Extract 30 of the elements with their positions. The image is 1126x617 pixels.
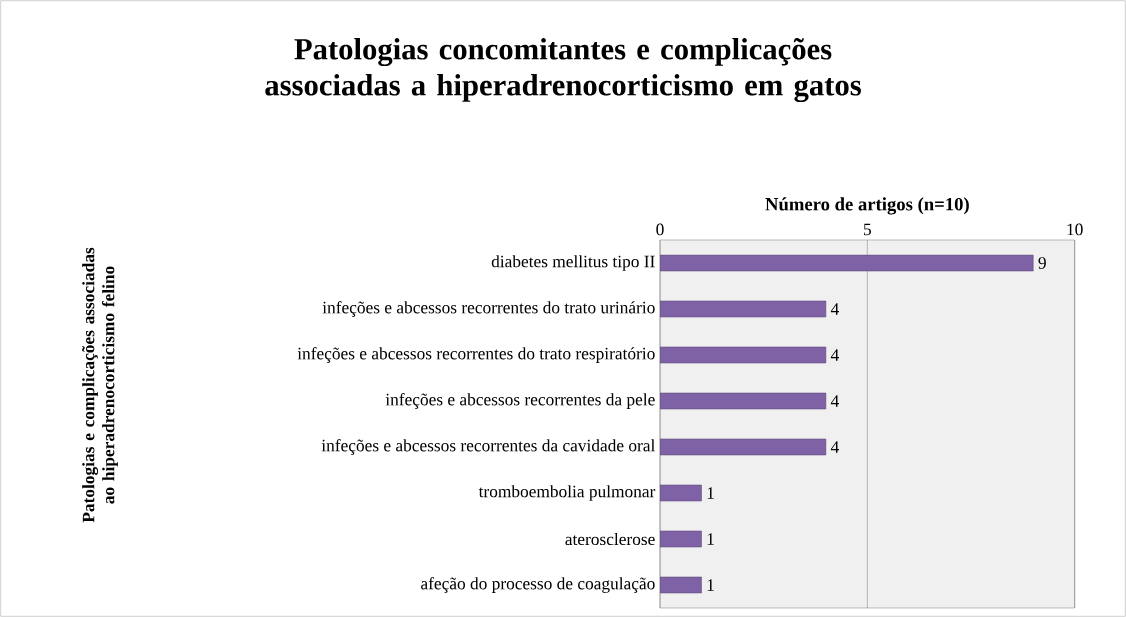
data-label: 4 [830, 349, 839, 361]
y-tick-label: afeção do processo de coagulação [421, 577, 655, 593]
bar [660, 346, 827, 364]
data-label: 1 [707, 579, 714, 591]
y-tick-label: infeções e abcessos recorrentes do trato urinário [322, 301, 655, 317]
chart-title: Patologias concomitantes e complicações associadas a hiperadrenocorticismo em gatos [265, 37, 861, 103]
x-axis-title: Número de artigos (n=10) [765, 197, 969, 215]
data-label: 4 [830, 441, 839, 453]
x-tick-label: 10 [1067, 223, 1083, 236]
bar [660, 254, 1034, 272]
data-label: 9 [1038, 257, 1046, 269]
text: Patologias e complicações associadas ao hiperadrenocorticismo felino [82, 247, 118, 523]
bar [660, 484, 702, 502]
data-label: 1 [707, 487, 714, 499]
bar [660, 300, 827, 318]
y-tick-label: infeções e abcessos recorrentes do trato respiratório [297, 347, 655, 363]
y-tick-label: tromboembolia pulmonar [478, 485, 656, 501]
y-tick-label: diabetes mellitus tipo II [491, 255, 655, 271]
bar [660, 438, 827, 456]
x-tick-label: 5 [864, 223, 871, 236]
y-tick-label: aterosclerose [565, 532, 655, 546]
data-label: 4 [830, 303, 839, 315]
y-tick-label: infeções e abcessos recorrentes da cavidade oral [321, 439, 655, 455]
bar [660, 392, 827, 410]
data-label: 4 [830, 395, 839, 407]
data-label: 1 [707, 533, 714, 545]
bar [660, 576, 702, 594]
y-tick-label: infeções e abcessos recorrentes da pele [385, 393, 655, 409]
x-tick-label: 0 [656, 223, 664, 236]
bar [660, 530, 702, 548]
